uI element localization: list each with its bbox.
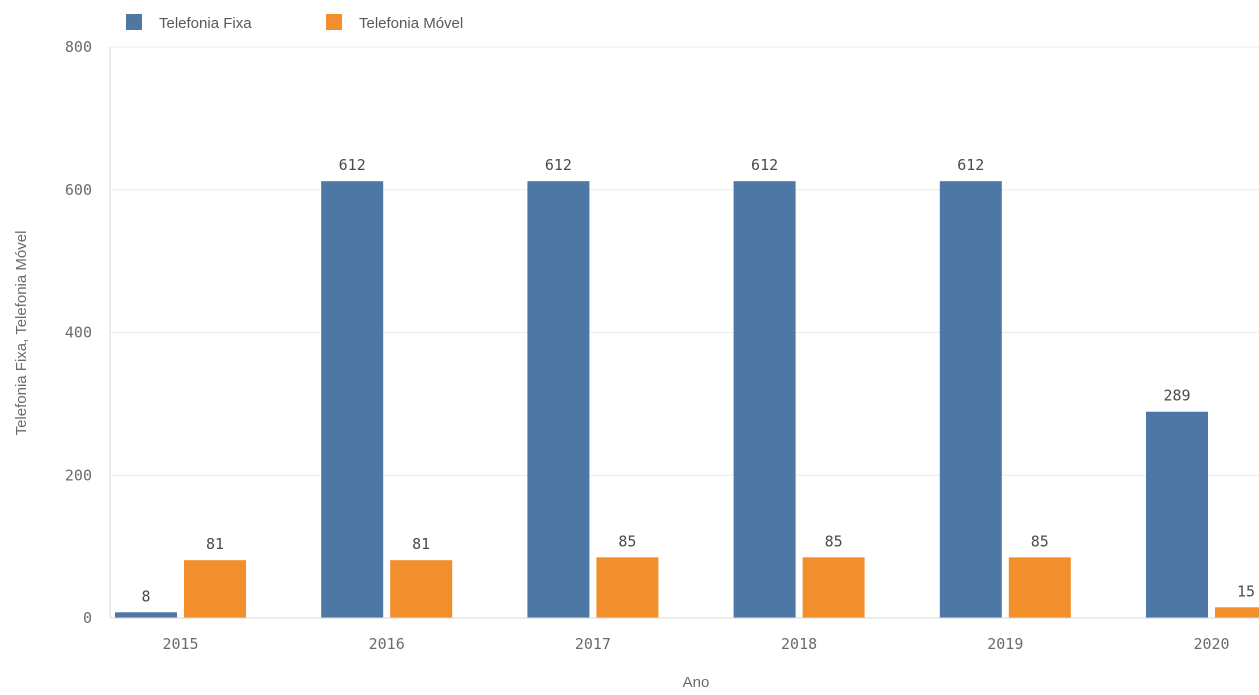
data-label: 8: [141, 587, 150, 605]
legend-label-telefonia-fixa: Telefonia Fixa: [159, 15, 252, 32]
data-label: 612: [751, 156, 778, 174]
x-tick-label: 2019: [987, 635, 1023, 653]
bar-telefonia-movel-2017[interactable]: [596, 557, 659, 618]
data-label: 85: [618, 532, 636, 550]
y-tick-label: 800: [65, 38, 92, 56]
data-labels: 8 81 612 81 612 85 612 85 612 85 289 15: [141, 156, 1255, 605]
legend: Telefonia Fixa Telefonia Móvel: [126, 14, 463, 32]
bars: [115, 181, 1259, 618]
x-tick-label: 2015: [162, 635, 198, 653]
bar-telefonia-movel-2016[interactable]: [390, 560, 453, 618]
axes: 0 200 400 600 800 2015 2016 2017 2018 2019 2020: [65, 38, 1259, 653]
y-tick-label: 0: [83, 609, 92, 627]
data-label: 81: [206, 535, 224, 553]
y-axis-title: Telefonia Fixa, Telefonia Móvel: [13, 231, 30, 436]
gridlines: [110, 46, 1259, 476]
x-tick-label: 2018: [781, 635, 817, 653]
legend-swatch-telefonia-movel: [326, 14, 342, 30]
bar-telefonia-movel-2015[interactable]: [184, 560, 246, 618]
x-tick-label: 2016: [369, 635, 405, 653]
bar-telefonia-fixa-2020[interactable]: [1146, 411, 1208, 618]
x-axis-title: Ano: [683, 674, 710, 690]
x-tick-label: 2017: [575, 635, 611, 653]
legend-label-telefonia-movel: Telefonia Móvel: [359, 15, 463, 32]
legend-swatch-telefonia-fixa: [126, 14, 142, 30]
data-label: 612: [545, 156, 572, 174]
data-label: 289: [1163, 387, 1190, 405]
data-label: 85: [825, 532, 843, 550]
data-label: 612: [339, 156, 366, 174]
data-label: 15: [1237, 582, 1255, 600]
x-tick-label: 2020: [1193, 635, 1229, 653]
bar-telefonia-fixa-2016[interactable]: [321, 181, 384, 618]
y-tick-label: 200: [65, 466, 92, 484]
data-label: 81: [412, 535, 430, 553]
bar-telefonia-fixa-2017[interactable]: [527, 181, 590, 618]
bar-telefonia-fixa-2015[interactable]: [115, 612, 177, 618]
bar-telefonia-movel-2019[interactable]: [1008, 557, 1071, 618]
bar-telefonia-movel-2018[interactable]: [802, 557, 865, 618]
bar-telefonia-fixa-2019[interactable]: [939, 181, 1002, 618]
bar-telefonia-fixa-2018[interactable]: [733, 181, 796, 618]
data-label: 612: [957, 156, 984, 174]
y-tick-label: 400: [65, 324, 92, 342]
bar-telefonia-movel-2020[interactable]: [1215, 607, 1259, 618]
data-label: 85: [1031, 532, 1049, 550]
y-tick-label: 600: [65, 181, 92, 199]
